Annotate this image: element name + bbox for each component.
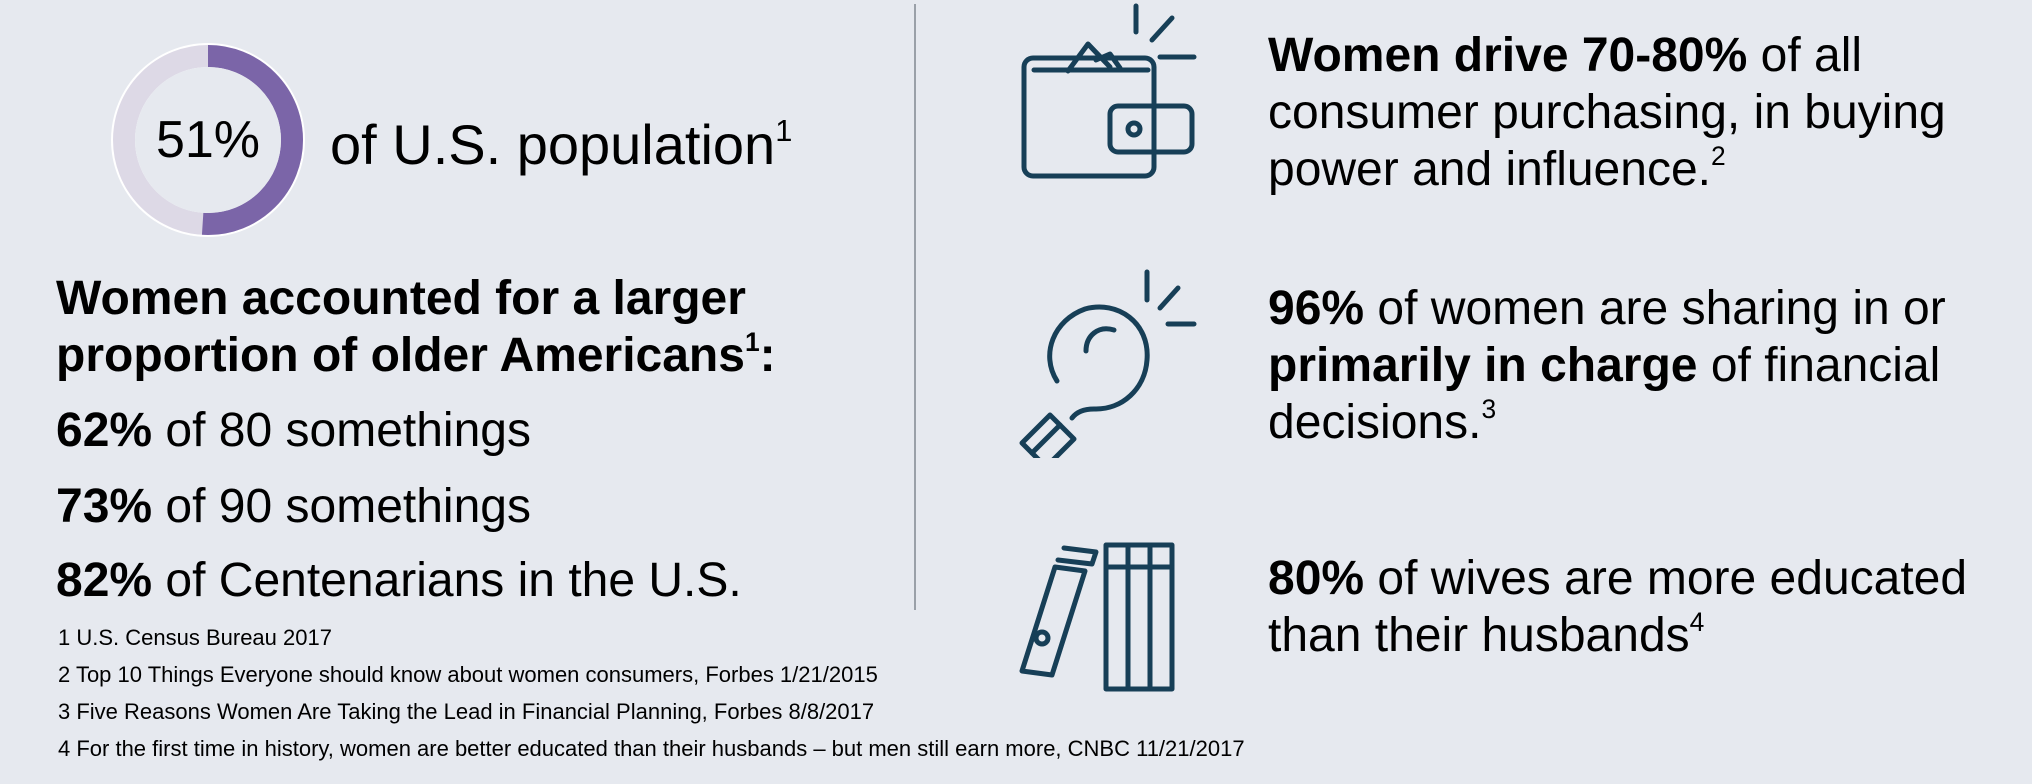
older-heading-line2: proportion of older Americans1:: [56, 327, 776, 382]
purchasing-bold: Women drive 70-80%: [1268, 29, 1748, 82]
footnote-2: 2 Top 10 Things Everyone should know abo…: [58, 662, 878, 687]
stat-80-text: of 80 somethings: [152, 404, 531, 457]
purchasing-ref: 2: [1710, 141, 1726, 172]
older-heading-ref: 1: [744, 327, 760, 358]
donut-percent-label: 51%: [155, 111, 261, 169]
donut-fill-arc: [113, 45, 303, 235]
education-line1: 80% of wives are more educated: [1268, 552, 1968, 605]
population-donut-chart: [111, 43, 305, 237]
stat-90-somethings: 73% of 90 somethings: [56, 479, 531, 534]
stat-90-pct: 73%: [56, 480, 153, 533]
population-text: of U.S. population1: [330, 112, 792, 177]
population-ref: 1: [775, 112, 793, 148]
stat-80-somethings: 62% of 80 somethings: [56, 403, 531, 458]
books-icon: [1019, 542, 1175, 692]
older-americans-heading: Women accounted for a larger proportion …: [56, 270, 776, 384]
older-heading-line1: Women accounted for a larger: [56, 272, 746, 325]
purchasing-stat: Women drive 70-80% of all consumer purch…: [1268, 27, 2028, 198]
vertical-divider: [914, 4, 916, 610]
financial-stat: 96% of women are sharing in or primarily…: [1268, 280, 2028, 451]
financial-ref: 3: [1481, 394, 1497, 425]
financial-line1: 96% of women are sharing in or: [1268, 282, 1946, 335]
footnote-3: 3 Five Reasons Women Are Taking the Lead…: [58, 699, 875, 724]
footnote-1: 1 U.S. Census Bureau 2017: [58, 625, 332, 650]
wallet-icon: [1021, 3, 1197, 179]
lightbulb-icon: [1019, 269, 1197, 458]
purchasing-line1: Women drive 70-80% of all: [1268, 29, 1863, 82]
purchasing-line2: consumer purchasing, in buying: [1268, 86, 1946, 139]
education-stat: 80% of wives are more educated than thei…: [1268, 550, 2028, 664]
purchasing-line3: power and influence.2: [1268, 141, 1726, 196]
education-bold: 80%: [1268, 552, 1365, 605]
education-line2: than their husbands4: [1268, 607, 1705, 662]
education-ref: 4: [1689, 607, 1705, 638]
stat-centenarians-pct: 82%: [56, 554, 153, 607]
population-text-label: of U.S. population: [330, 113, 776, 176]
stat-centenarians: 82% of Centenarians in the U.S.: [56, 553, 742, 608]
footnote-4: 4 For the first time in history, women a…: [58, 736, 1245, 761]
financial-line3: decisions.3: [1268, 394, 1497, 449]
financial-line2: primarily in charge of financial: [1268, 339, 1941, 392]
stat-90-text: of 90 somethings: [152, 480, 531, 533]
stat-centenarians-text: of Centenarians in the U.S.: [152, 554, 742, 607]
financial-bold-pct: 96%: [1268, 282, 1365, 335]
financial-bold-charge: primarily in charge: [1268, 339, 1698, 392]
stat-80-pct: 62%: [56, 404, 153, 457]
